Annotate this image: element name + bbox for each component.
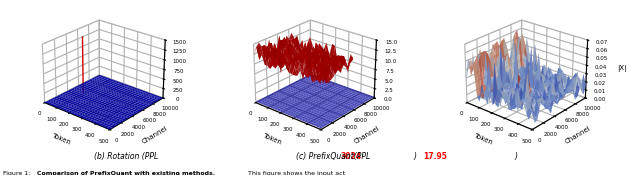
Text: Comparison of PrefixQuant with existing methods.: Comparison of PrefixQuant with existing …	[37, 172, 215, 175]
X-axis label: Token: Token	[51, 133, 71, 146]
Text: (b) Rotation (PPL: (b) Rotation (PPL	[94, 152, 161, 161]
Y-axis label: Channel: Channel	[353, 125, 380, 145]
Text: 3024: 3024	[340, 152, 362, 161]
Text: Figure 1:: Figure 1:	[3, 172, 33, 175]
X-axis label: Token: Token	[262, 133, 282, 146]
Text: (c) PrefixQuant(PPL: (c) PrefixQuant(PPL	[296, 152, 372, 161]
Y-axis label: Channel: Channel	[564, 125, 591, 145]
Text: ): )	[515, 152, 518, 161]
Text: 17.95: 17.95	[424, 152, 447, 161]
Y-axis label: Channel: Channel	[141, 125, 169, 145]
Text: This figure shows the input act: This figure shows the input act	[246, 172, 346, 175]
Text: ): )	[413, 152, 417, 161]
X-axis label: Token: Token	[473, 133, 493, 146]
